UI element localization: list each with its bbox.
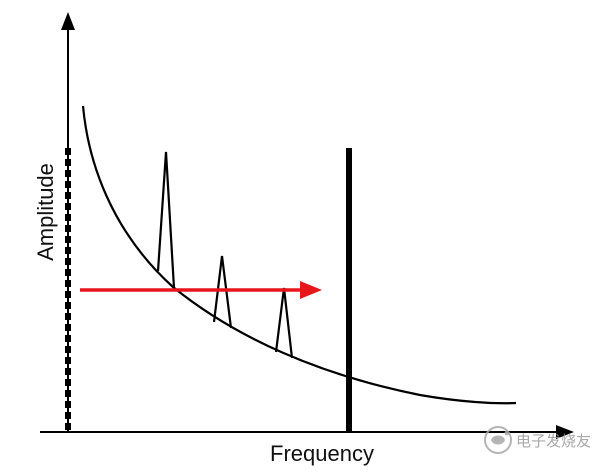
y-axis-label: Amplitude xyxy=(33,163,58,261)
red-arrowhead-icon xyxy=(300,281,322,299)
spike-1 xyxy=(156,151,176,289)
watermark: 电子发烧友 xyxy=(484,426,591,454)
spike-3 xyxy=(274,287,294,359)
electronic-enthusiast-logo-icon xyxy=(484,426,512,454)
decay-curve xyxy=(81,105,517,405)
spike-2 xyxy=(212,255,233,329)
x-axis-label: Frequency xyxy=(270,441,374,466)
watermark-text: 电子发烧友 xyxy=(516,432,591,450)
y-axis-arrowhead-icon xyxy=(61,12,75,30)
x-axis-arrowhead-icon xyxy=(556,425,574,439)
